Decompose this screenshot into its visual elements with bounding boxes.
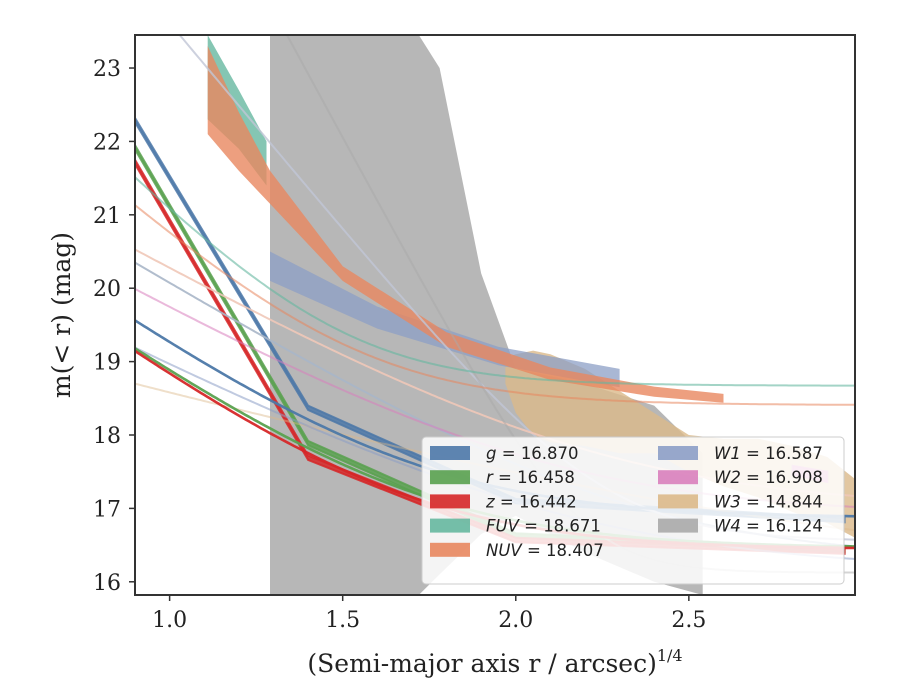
legend-item-r: r = 16.458 bbox=[430, 468, 575, 487]
x-axis-label-exponent: 1/4 bbox=[657, 646, 683, 665]
legend-label-nuv: NUV = 18.407 bbox=[486, 541, 604, 560]
legend-swatch-w3 bbox=[658, 494, 698, 509]
legend-variable: FUV bbox=[486, 517, 521, 536]
x-tick-label: 1.0 bbox=[152, 608, 187, 633]
legend-label-g: g = 16.870 bbox=[486, 444, 579, 463]
legend-item-nuv: NUV = 18.407 bbox=[430, 541, 604, 560]
x-axis-ticks: 1.0 1.5 2.0 2.5 bbox=[152, 595, 706, 633]
legend: g = 16.870 r = 16.458 z = 16.442 FUV = 18.6… bbox=[421, 436, 845, 585]
legend-item-g: g = 16.870 bbox=[430, 444, 579, 463]
legend-swatch-z bbox=[430, 494, 470, 509]
legend-label-z: z = 16.442 bbox=[485, 492, 577, 511]
y-tick-label: 20 bbox=[93, 277, 121, 302]
legend-swatch-w1 bbox=[658, 446, 698, 460]
model-curve-nuv bbox=[135, 204, 855, 406]
legend-value: 16.124 bbox=[765, 517, 823, 536]
x-axis-label: (Semi-major axis r / arcsec)1/4 bbox=[307, 646, 682, 678]
legend-swatch-w4 bbox=[658, 518, 698, 533]
legend-variable: W4 bbox=[714, 517, 741, 536]
legend-item-w1: W1 = 16.587 bbox=[658, 444, 823, 463]
legend-equals: = bbox=[741, 444, 765, 463]
legend-label-r: r = 16.458 bbox=[486, 468, 575, 487]
legend-value: 16.587 bbox=[765, 444, 823, 463]
y-tick-label: 22 bbox=[93, 130, 121, 155]
legend-swatch-w2 bbox=[658, 470, 698, 485]
legend-equals: = bbox=[495, 492, 519, 511]
y-axis-ticks: 16 17 18 19 20 21 22 23 bbox=[93, 57, 135, 596]
legend-swatch-r bbox=[430, 470, 470, 485]
legend-equals: = bbox=[522, 541, 546, 560]
x-axis-label-text: (Semi-major axis r / arcsec) bbox=[307, 649, 656, 678]
legend-variable: W2 bbox=[714, 468, 741, 487]
legend-variable: NUV bbox=[486, 541, 523, 560]
legend-variable: g bbox=[486, 444, 496, 463]
y-tick-label: 21 bbox=[93, 204, 121, 229]
legend-item-w4: W4 = 16.124 bbox=[658, 517, 823, 536]
legend-value: 16.442 bbox=[519, 492, 577, 511]
plot-frame bbox=[134, 34, 856, 596]
legend-equals: = bbox=[496, 444, 520, 463]
legend-label-w2: W2 = 16.908 bbox=[714, 468, 823, 487]
legend-swatch-fuv bbox=[430, 518, 470, 533]
legend-value: 18.671 bbox=[543, 517, 601, 536]
legend-item-fuv: FUV = 18.671 bbox=[430, 517, 601, 536]
y-tick-label: 16 bbox=[93, 571, 121, 596]
x-tick-label: 2.0 bbox=[498, 608, 533, 633]
legend-value: 16.870 bbox=[521, 444, 579, 463]
legend-frame bbox=[421, 436, 845, 585]
legend-swatch-nuv bbox=[430, 542, 470, 557]
legend-variable: r bbox=[486, 468, 494, 487]
legend-item-w2: W2 = 16.908 bbox=[658, 468, 823, 487]
legend-equals: = bbox=[519, 517, 543, 536]
legend-equals: = bbox=[741, 468, 765, 487]
legend-value: 16.458 bbox=[517, 468, 575, 487]
legend-item-w3: W3 = 14.844 bbox=[658, 492, 823, 511]
model-curve-fuv bbox=[135, 176, 855, 387]
band-g bbox=[135, 115, 846, 524]
legend-variable: z bbox=[485, 492, 495, 511]
legend-value: 16.908 bbox=[765, 468, 823, 487]
band-w1 bbox=[270, 251, 620, 388]
y-tick-label: 19 bbox=[93, 351, 121, 376]
legend-variable: W1 bbox=[714, 444, 741, 463]
legend-value: 18.407 bbox=[546, 541, 604, 560]
legend-label-w4: W4 = 16.124 bbox=[714, 517, 823, 536]
x-tick-label: 2.5 bbox=[671, 608, 706, 633]
legend-swatch-g bbox=[430, 446, 470, 460]
legend-label-fuv: FUV = 18.671 bbox=[486, 517, 601, 536]
y-tick-label: 18 bbox=[93, 424, 121, 449]
legend-value: 14.844 bbox=[765, 492, 823, 511]
y-tick-label: 23 bbox=[93, 57, 121, 82]
legend-label-w1: W1 = 16.587 bbox=[714, 444, 823, 463]
y-axis-label: m(< r) (mag) bbox=[47, 232, 76, 398]
x-tick-label: 1.5 bbox=[325, 608, 360, 633]
legend-item-z: z = 16.442 bbox=[430, 492, 577, 511]
legend-label-w3: W3 = 14.844 bbox=[714, 492, 823, 511]
legend-variable: W3 bbox=[714, 492, 741, 511]
y-tick-label: 17 bbox=[93, 497, 121, 522]
legend-equals: = bbox=[741, 492, 765, 511]
legend-equals: = bbox=[493, 468, 517, 487]
legend-equals: = bbox=[741, 517, 765, 536]
